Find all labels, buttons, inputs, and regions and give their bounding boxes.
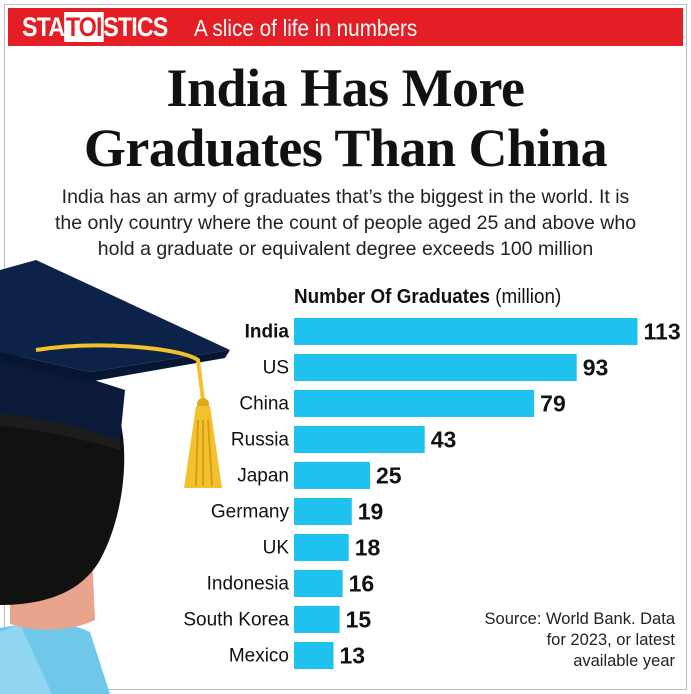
chart-title: Number Of Graduates (million) [294, 285, 562, 308]
brand-logo: STATOISTICS [22, 12, 168, 42]
graduate-illustration [0, 260, 230, 694]
category-label-germany: Germany [211, 502, 290, 523]
value-label-south-korea: 15 [346, 607, 372, 633]
subtitle-line-3: hold a graduate or equivalent degree exc… [97, 238, 594, 260]
category-label-us: US [263, 358, 289, 379]
bar-uk [294, 534, 349, 561]
headline-line-1: India Has More [166, 58, 525, 118]
category-label-japan: Japan [237, 466, 289, 487]
value-label-india: 113 [644, 319, 681, 345]
value-label-china: 79 [540, 391, 566, 417]
subtitle-line-2: the only country where the count of peop… [54, 212, 637, 234]
subtitle-line-1: India has an army of graduates that’s th… [61, 186, 630, 208]
category-label-indonesia: Indonesia [207, 574, 290, 595]
headline-line-2: Graduates Than China [83, 118, 608, 178]
category-label-uk: UK [263, 538, 290, 559]
bar-south-korea [294, 606, 340, 633]
bar-indonesia [294, 570, 343, 597]
value-label-indonesia: 16 [349, 571, 375, 597]
bar-mexico [294, 642, 334, 669]
bar-japan [294, 462, 370, 489]
category-label-india: India [245, 322, 290, 343]
value-label-uk: 18 [355, 535, 381, 561]
source-line-1: Source: World Bank. Data [484, 610, 675, 628]
hair-illustration [0, 390, 125, 605]
value-label-japan: 25 [376, 463, 402, 489]
value-label-russia: 43 [431, 427, 457, 453]
category-label-russia: Russia [231, 430, 290, 451]
value-label-us: 93 [583, 355, 609, 381]
source-line-2: for 2023, or latest [546, 631, 675, 649]
category-label-south-korea: South Korea [183, 610, 289, 631]
bar-china [294, 390, 535, 417]
bar-russia [294, 426, 425, 453]
bar-india [294, 318, 638, 345]
category-label-china: China [239, 394, 289, 415]
value-label-germany: 19 [358, 499, 384, 525]
category-label-mexico: Mexico [229, 646, 289, 667]
cap-illustration [0, 260, 230, 372]
header-banner: STATOISTICS A slice of life in numbers [8, 8, 683, 46]
bar-germany [294, 498, 352, 525]
tagline: A slice of life in numbers [194, 15, 418, 41]
value-label-mexico: 13 [340, 643, 366, 669]
bar-us [294, 354, 577, 381]
source-note: Source: World Bank. Data for 2023, or la… [485, 609, 675, 672]
source-line-3: available year [573, 652, 675, 670]
